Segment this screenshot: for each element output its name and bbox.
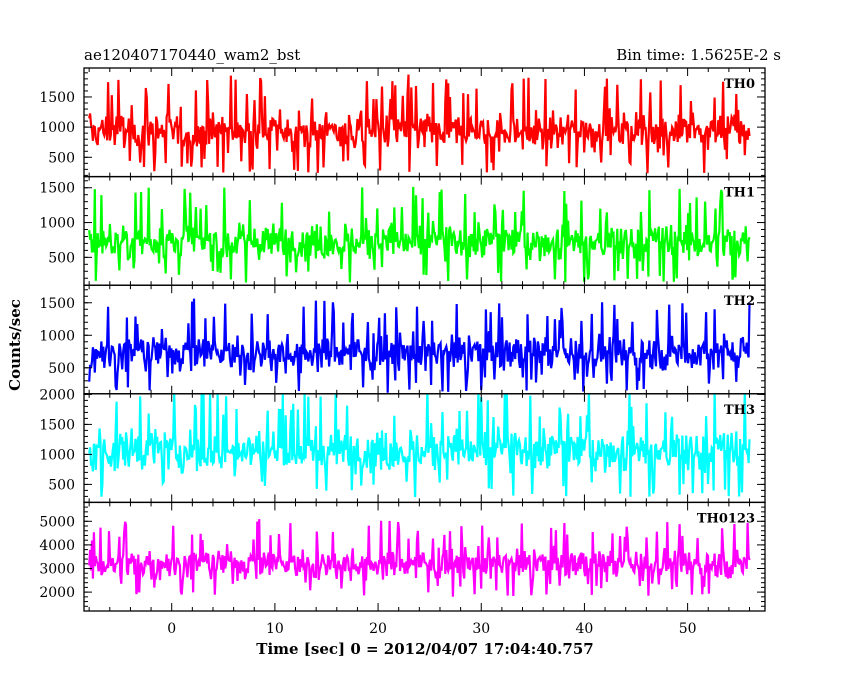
panel-th2: 500 1000 1500 TH2	[39, 284, 766, 395]
series-line-th1	[88, 186, 751, 283]
y-tick-label: 1500	[39, 181, 75, 197]
bin-time-label: Bin time: 1.5625E-2 s	[616, 46, 781, 64]
x-tick-label: 10	[266, 621, 284, 637]
y-tick-label: 1500	[39, 417, 75, 433]
panel-label-th2: TH2	[724, 294, 755, 309]
panel-label-th1: TH1	[724, 186, 755, 201]
x-tick-label: 20	[369, 621, 387, 637]
y-tick-label: 1000	[39, 216, 75, 232]
y-tick-label: 500	[48, 150, 75, 166]
y-tick-label: 4000	[39, 538, 75, 554]
series-line-th2	[88, 298, 751, 393]
y-tick-label: 1500	[39, 90, 75, 106]
panel-th0: 500 1000 1500 TH0	[39, 67, 766, 178]
y-tick-label: 2000	[39, 585, 75, 601]
x-tick-label: 0	[167, 621, 176, 637]
x-tick-label: 40	[576, 621, 594, 637]
series-line-th3	[88, 393, 751, 498]
x-tick-label: 50	[679, 621, 697, 637]
panel-label-th3: TH3	[724, 403, 755, 418]
panel-label-th0123: TH0123	[697, 511, 755, 526]
y-tick-label: 1000	[39, 328, 75, 344]
series-line-th0	[88, 74, 751, 174]
series-line-th0123	[88, 519, 751, 597]
x-tick-label: 30	[472, 621, 490, 637]
y-tick-label: 5000	[39, 514, 75, 530]
y-tick-label: 1000	[39, 120, 75, 136]
panel-label-th0: TH0	[724, 77, 755, 92]
y-tick-label: 1000	[39, 447, 75, 463]
panel-th1: 500 1000 1500 TH1	[39, 175, 766, 286]
y-tick-label: 1500	[39, 296, 75, 312]
y-tick-label: 500	[48, 361, 75, 377]
panel-th3: 500 1000 1500 2000 TH3	[39, 387, 766, 504]
x-axis-label: Time [sec] 0 = 2012/04/07 17:04:40.757	[256, 640, 593, 658]
y-tick-label: 2000	[39, 387, 75, 403]
y-axis-label: Counts/sec	[6, 299, 24, 391]
y-tick-label: 500	[48, 477, 75, 493]
panel-frame	[83, 501, 766, 612]
chart-title: ae120407170440_wam2_bst	[84, 46, 300, 64]
y-tick-label: 3000	[39, 562, 75, 578]
panel-th0123: 2000 3000 4000 5000 TH0123	[39, 501, 766, 612]
x-axis: 0 10 20 30 40 50	[167, 621, 696, 637]
panels-group: 500 1000 1500 TH0 500 1000 1500 TH1 500 1000 1500 T…	[39, 67, 766, 612]
y-tick-label: 500	[48, 250, 75, 266]
